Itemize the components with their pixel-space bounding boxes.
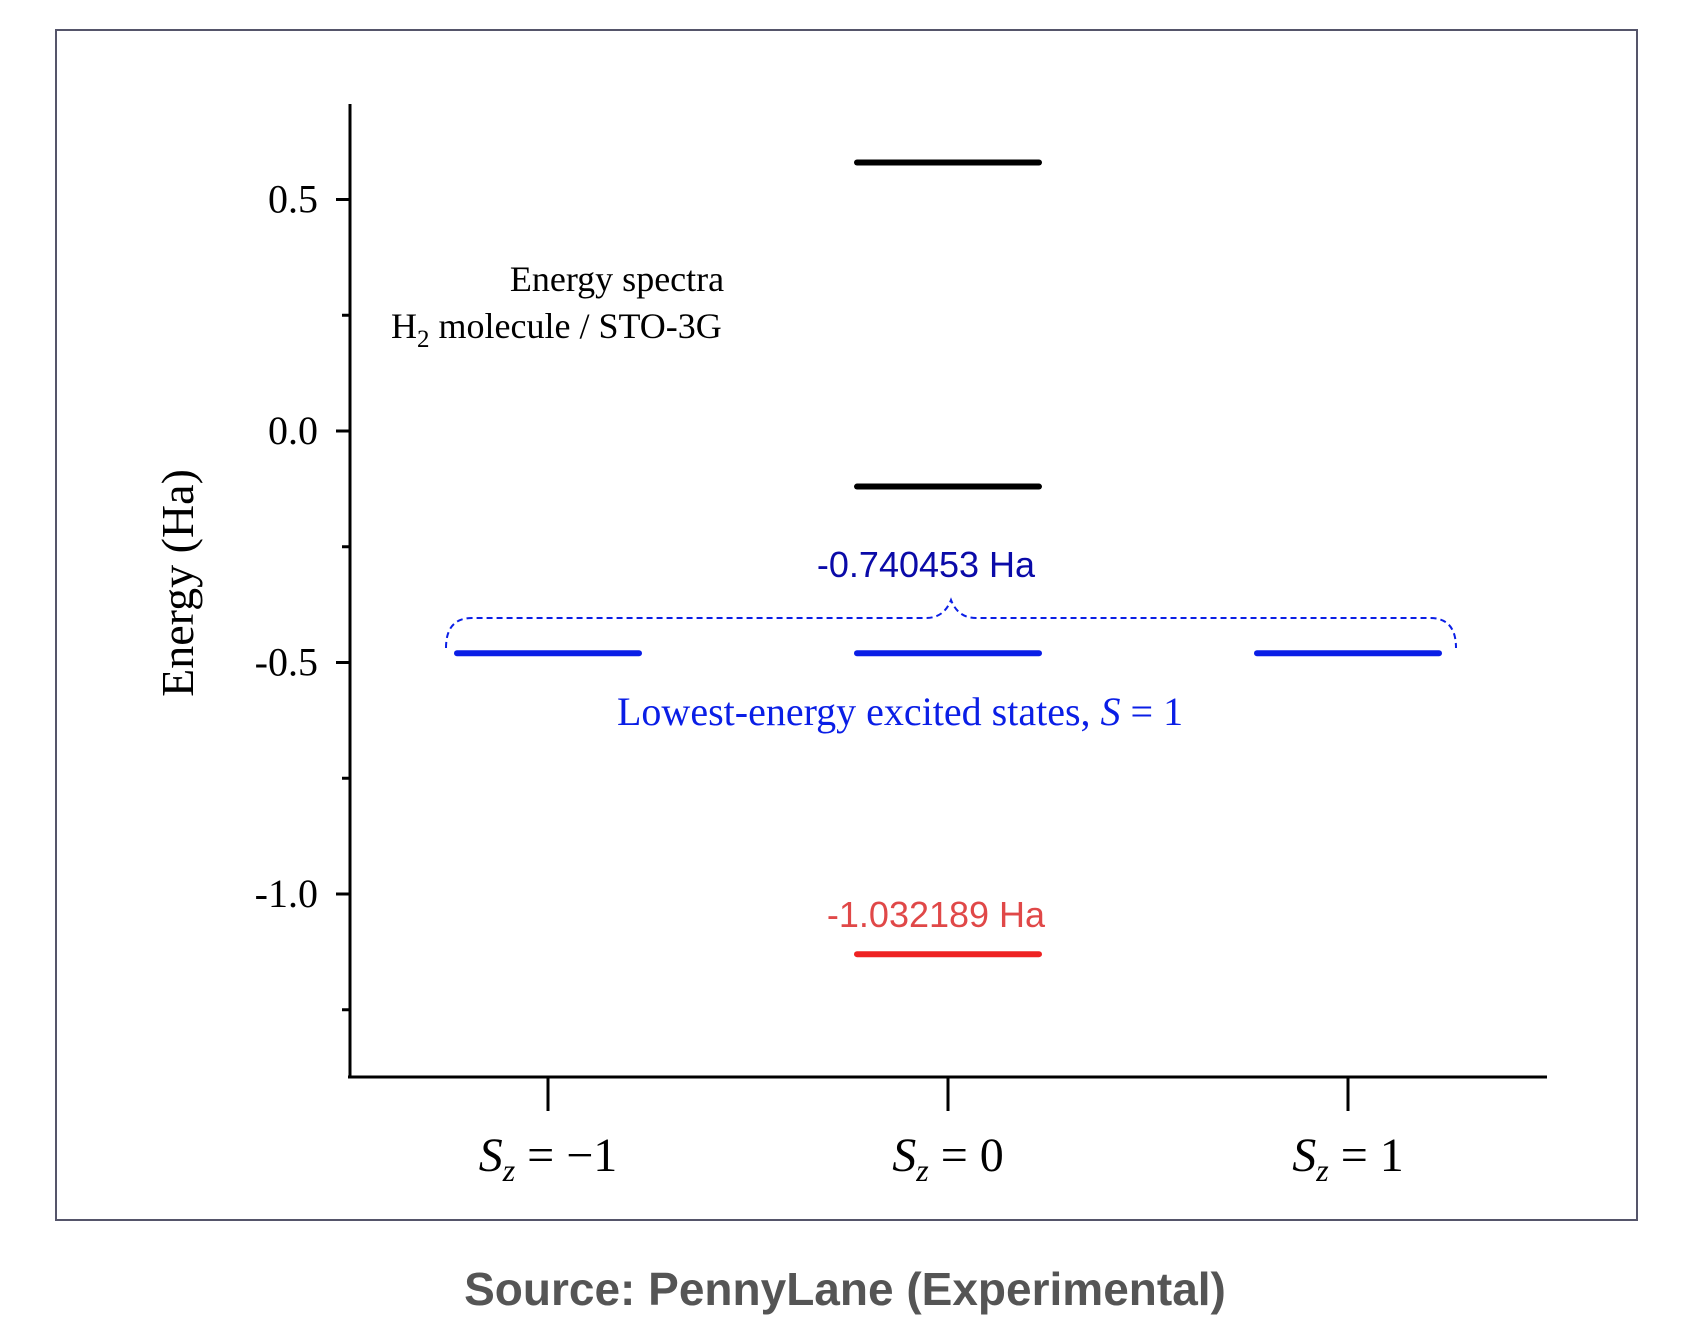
excited-states-math-s: S <box>1101 689 1121 734</box>
source-caption: Source: PennyLane (Experimental) <box>464 1263 1226 1315</box>
excited-energy-label: -0.740453 Ha <box>817 544 1036 585</box>
x-tick-value: 1 <box>1380 1129 1404 1182</box>
y-tick-label: -1.0 <box>255 871 318 916</box>
energy-levels <box>454 159 1442 958</box>
inset-title-rest: molecule / STO-3G <box>430 306 722 346</box>
excited-states-brace <box>445 597 1457 649</box>
x-tick-subscript: z <box>915 1152 929 1188</box>
inset-title-line2: H2 molecule / STO-3G <box>391 306 722 353</box>
excited-states-label: Lowest-energy excited states, S = 1 <box>617 689 1183 734</box>
x-tick-label: Sz = 1 <box>1292 1129 1404 1188</box>
x-tick-symbol: S <box>892 1129 916 1182</box>
x-tick-label: Sz = −1 <box>479 1129 618 1188</box>
y-axis-label: Energy (Ha) <box>152 469 203 697</box>
excited-states-text: Lowest-energy excited states, <box>617 689 1101 734</box>
x-tick-value: 0 <box>980 1129 1004 1182</box>
inset-title-h-sub: 2 <box>417 326 430 353</box>
x-tick-relation: = <box>515 1129 566 1182</box>
inset-title-line1: Energy spectra <box>510 259 724 299</box>
ground-energy-label: -1.032189 Ha <box>827 894 1046 935</box>
energy-spectrum-chart: 0.50.0-0.5-1.0 Sz = −1 Sz = 0 Sz = 1 Energ… <box>152 104 1547 1188</box>
x-tick-label: Sz = 0 <box>892 1129 1004 1188</box>
x-tick-symbol: S <box>1292 1129 1316 1182</box>
x-tick-relation: = <box>929 1129 980 1182</box>
y-tick-label: 0.5 <box>268 177 318 222</box>
x-tick-subscript: z <box>502 1152 516 1188</box>
y-tick-label: -0.5 <box>255 640 318 685</box>
y-tick-label: 0.0 <box>268 408 318 453</box>
x-tick-relation: = <box>1329 1129 1380 1182</box>
excited-states-math-rest: = 1 <box>1121 689 1184 734</box>
x-ticks: Sz = −1 Sz = 0 Sz = 1 <box>479 1077 1404 1188</box>
inset-title-h: H <box>391 306 417 346</box>
x-tick-subscript: z <box>1315 1152 1329 1188</box>
x-tick-symbol: S <box>479 1129 503 1182</box>
x-tick-value: −1 <box>566 1129 617 1182</box>
y-ticks: 0.5 0.0 -0.5 -1.0 <box>255 177 350 1012</box>
figure-frame <box>55 29 1638 1221</box>
